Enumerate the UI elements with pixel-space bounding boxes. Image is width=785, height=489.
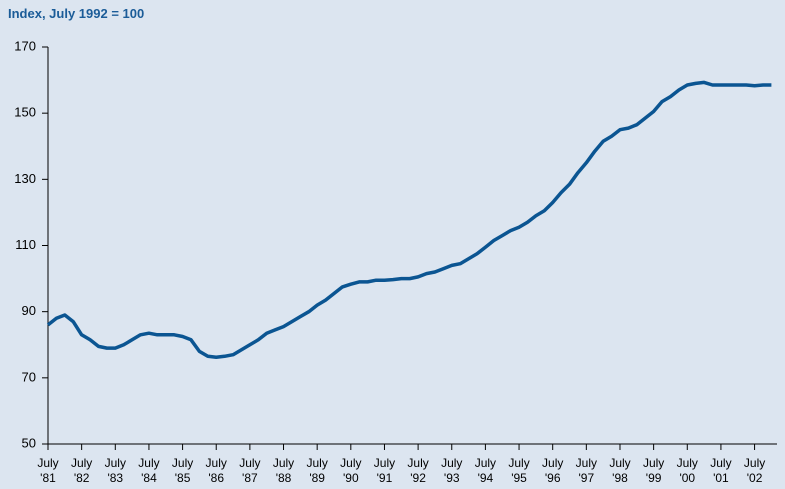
x-tick-label: July '96 [542, 456, 564, 485]
y-tick-label: 70 [22, 369, 36, 384]
y-tick-label: 110 [15, 237, 36, 252]
x-tick-label: July '95 [508, 456, 530, 485]
x-tick-label: July '82 [70, 456, 93, 485]
y-tick-label: 150 [14, 105, 36, 120]
y-tick-label: 90 [22, 303, 36, 318]
x-tick-label: July '93 [441, 456, 463, 485]
x-tick-label: July '97 [575, 456, 597, 485]
x-tick-label: July '81 [37, 456, 59, 485]
y-tick-label: 50 [22, 435, 36, 450]
x-tick-label: July '89 [306, 456, 328, 485]
x-tick-label: July '94 [474, 456, 497, 485]
x-tick-label: July '91 [373, 456, 396, 485]
x-tick-label: July '02 [743, 456, 766, 485]
x-tick-label: July '84 [138, 456, 160, 485]
x-tick-label: July '88 [272, 456, 295, 485]
y-tick-label: 170 [14, 38, 36, 53]
x-tick-label: July '90 [340, 456, 362, 485]
line [46, 80, 772, 360]
x-tick-label: July '87 [239, 456, 261, 485]
x-tick-label: July '85 [171, 456, 194, 485]
x-tick-label: July '99 [642, 456, 665, 485]
x-tick-label: July '83 [104, 456, 126, 485]
x-tick-label: July '98 [609, 456, 631, 485]
chart-title: Index, July 1992 = 100 [8, 6, 145, 21]
x-tick-label: July '00 [676, 456, 698, 485]
x-tick-label: July '01 [710, 456, 732, 485]
x-tick-label: July '92 [407, 456, 429, 485]
x-tick-label: July '86 [205, 456, 227, 485]
y-tick-label: 130 [14, 171, 36, 186]
